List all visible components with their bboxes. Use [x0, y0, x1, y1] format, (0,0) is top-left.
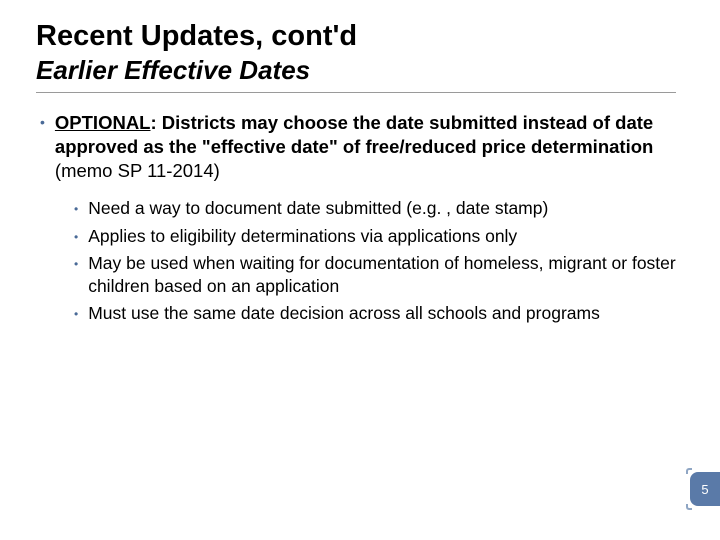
- bullet-icon: •: [40, 114, 45, 183]
- content-area: • OPTIONAL: Districts may choose the dat…: [36, 111, 684, 325]
- bullet-level-2: • May be used when waiting for documenta…: [74, 252, 684, 298]
- main-point-lead: OPTIONAL: [55, 112, 151, 133]
- page-number: 5: [701, 482, 708, 497]
- bullet-level-2: • Need a way to document date submitted …: [74, 197, 684, 220]
- main-point-tail: (memo SP 11-2014): [55, 160, 220, 181]
- badge-bracket-bottom: [686, 504, 692, 510]
- slide-container: Recent Updates, cont'd Earlier Effective…: [0, 0, 720, 540]
- sub-points-group: • Need a way to document date submitted …: [40, 197, 684, 324]
- sub-point-text: Applies to eligibility determinations vi…: [88, 225, 517, 248]
- bullet-icon: •: [74, 257, 78, 298]
- slide-subtitle: Earlier Effective Dates: [36, 55, 684, 86]
- title-divider: [36, 92, 676, 93]
- badge-bracket-top: [686, 468, 692, 474]
- page-number-badge: 5: [690, 472, 720, 506]
- sub-point-text: Must use the same date decision across a…: [88, 302, 600, 325]
- sub-point-text: Need a way to document date submitted (e…: [88, 197, 548, 220]
- main-point-text: OPTIONAL: Districts may choose the date …: [55, 111, 684, 183]
- bullet-icon: •: [74, 230, 78, 248]
- bullet-icon: •: [74, 307, 78, 325]
- bullet-level-2: • Applies to eligibility determinations …: [74, 225, 684, 248]
- slide-title: Recent Updates, cont'd: [36, 20, 684, 53]
- bullet-level-2: • Must use the same date decision across…: [74, 302, 684, 325]
- sub-point-text: May be used when waiting for documentati…: [88, 252, 684, 298]
- bullet-level-1: • OPTIONAL: Districts may choose the dat…: [40, 111, 684, 183]
- bullet-icon: •: [74, 202, 78, 220]
